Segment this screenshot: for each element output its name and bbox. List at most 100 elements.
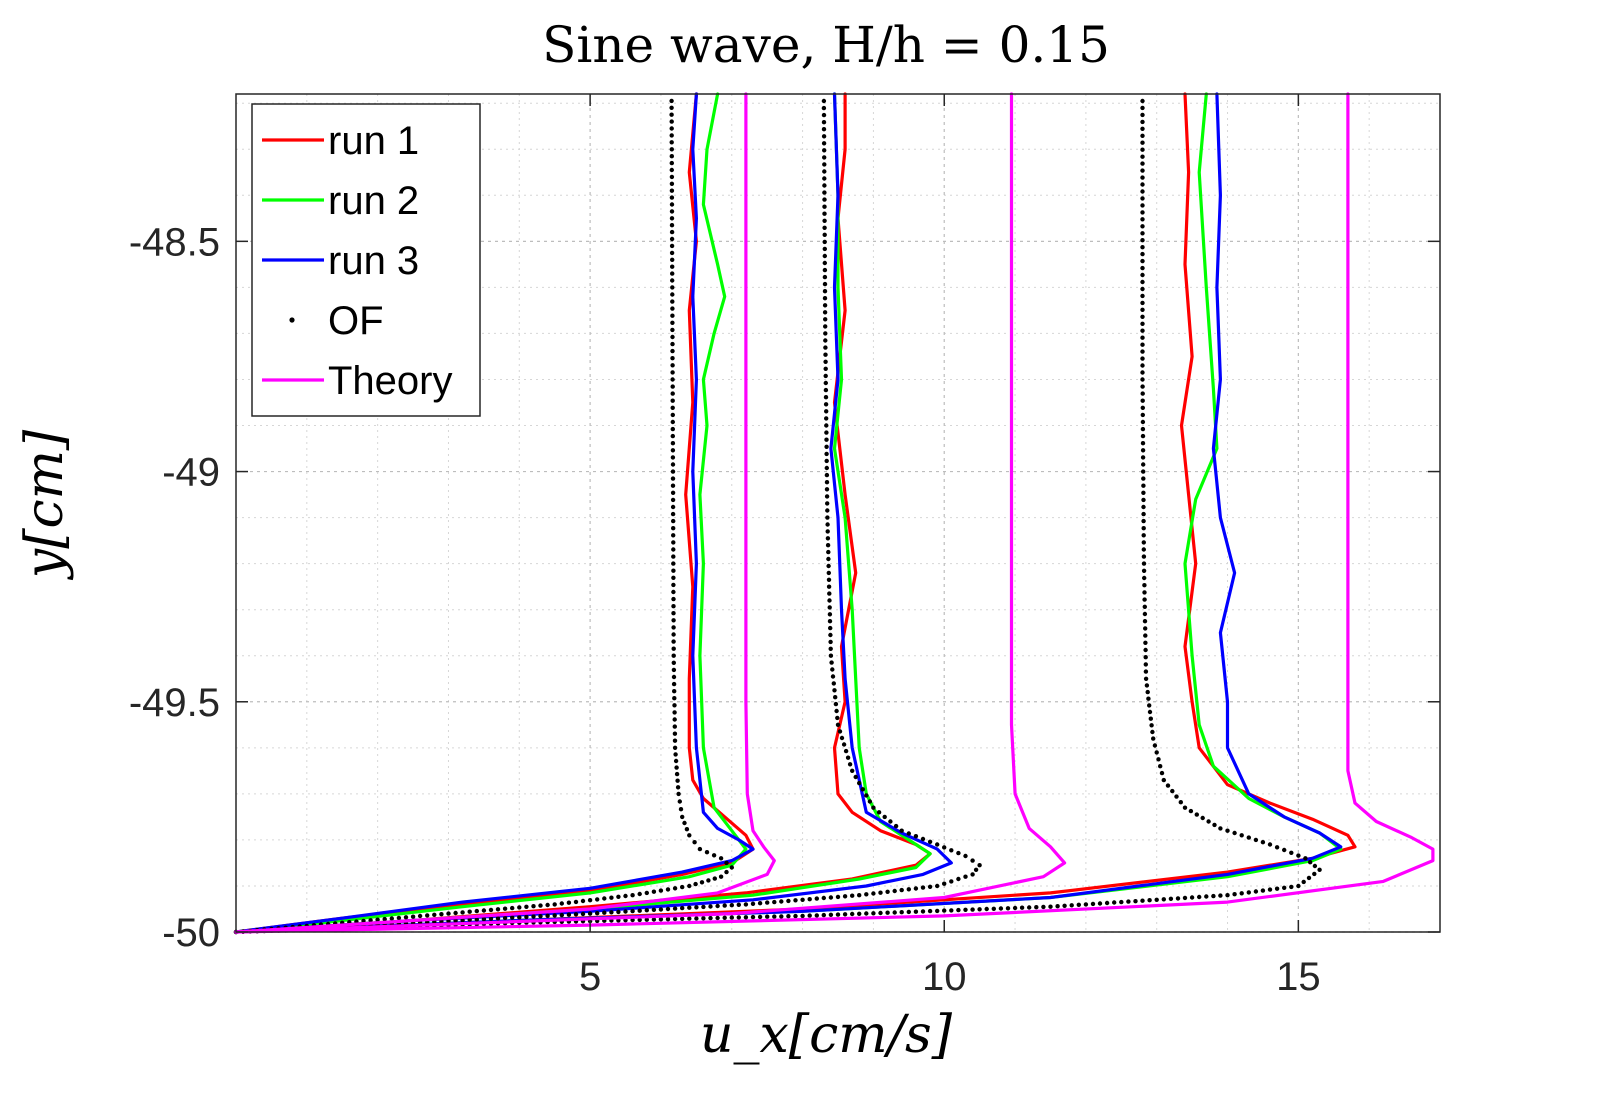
data-point-of [672, 906, 678, 911]
data-point-of [488, 907, 494, 913]
data-point-of [822, 239, 827, 245]
data-point-of [670, 356, 675, 361]
data-point-of [1274, 845, 1280, 850]
data-point-of [1218, 893, 1223, 898]
data-point-of [665, 917, 671, 922]
data-point-of [559, 912, 564, 918]
data-point-of [970, 907, 975, 912]
data-point-of [920, 909, 926, 914]
data-point-of [669, 167, 674, 173]
data-point-of [1140, 307, 1145, 312]
x-axis-label: u_x[cm/s] [700, 1005, 953, 1065]
data-point-of [1140, 251, 1145, 257]
data-point-of [1141, 554, 1147, 559]
data-point-of [510, 905, 515, 911]
data-point-of [672, 703, 677, 708]
data-point-of [821, 141, 827, 146]
data-point-of [1296, 883, 1301, 889]
data-point-of [669, 223, 675, 228]
legend-label-run-2: run 2 [328, 179, 419, 223]
data-point-of [672, 717, 677, 722]
data-point-of [616, 909, 621, 915]
data-point-of [670, 370, 675, 375]
data-point-of [670, 320, 675, 325]
data-point-of [474, 917, 479, 922]
data-point-of [718, 856, 724, 861]
data-point-of [538, 914, 543, 919]
axes-box [235, 93, 1441, 933]
data-point-of [669, 236, 675, 242]
data-point-of [822, 274, 828, 280]
data-point-of [671, 639, 676, 644]
data-point-of [670, 405, 675, 410]
data-point-of [821, 105, 827, 111]
data-point-of [827, 612, 833, 617]
data-point-of [1152, 743, 1158, 748]
data-point-of [823, 395, 829, 400]
data-point-of [1142, 575, 1147, 581]
data-point-of [823, 345, 828, 350]
x-tick-label: 15 [1276, 955, 1321, 999]
data-point-of [729, 915, 734, 920]
data-point-of [857, 911, 862, 916]
data-point-of [669, 195, 675, 200]
data-point-of [830, 674, 836, 679]
data-point-of [1104, 900, 1110, 906]
data-point-of [671, 554, 676, 559]
data-point-of [1140, 154, 1145, 159]
data-point-of [827, 619, 833, 624]
data-point-of [822, 296, 828, 301]
data-point-of [670, 377, 675, 382]
data-point-of [984, 906, 989, 912]
data-point-of [850, 911, 855, 917]
data-point-of [1142, 619, 1148, 624]
data-point-of [843, 748, 849, 754]
data-point-of [1225, 828, 1230, 833]
data-point-of [670, 483, 676, 488]
data-point-of [842, 894, 848, 899]
data-point-of [1140, 441, 1146, 446]
data-point-of [712, 876, 717, 881]
data-point-of [1143, 662, 1149, 667]
data-point-of [821, 112, 827, 118]
data-point-of [864, 911, 869, 916]
data-point-of [1142, 611, 1148, 617]
data-point-of [671, 653, 676, 658]
data-point-of [502, 915, 508, 921]
data-point-of [1141, 497, 1146, 503]
data-point-of [670, 511, 676, 517]
data-point-of [669, 243, 675, 249]
data-point-of [814, 913, 819, 918]
data-point-of [1140, 112, 1145, 118]
data-point-of [822, 310, 828, 315]
data-point-of [906, 909, 911, 915]
data-point-of [1246, 835, 1252, 840]
data-point-of [864, 793, 869, 798]
data-point-of [1069, 903, 1074, 908]
data-point-of [1141, 462, 1146, 467]
data-point-of [1141, 476, 1146, 481]
data-point-of [1140, 433, 1146, 439]
data-point-of [403, 915, 409, 920]
data-point-of [1253, 837, 1259, 843]
data-point-of [671, 674, 677, 680]
data-point-of [824, 458, 829, 464]
data-point-of [671, 575, 676, 580]
data-point-of [793, 913, 798, 919]
data-point-of [779, 899, 784, 904]
data-point-of [1239, 833, 1244, 838]
data-point-of [823, 338, 828, 343]
data-point-of [913, 909, 919, 914]
data-point-of [824, 494, 830, 499]
data-point-of [552, 913, 557, 918]
data-point-of [1140, 147, 1145, 152]
data-point-of [1212, 822, 1217, 828]
data-point-of [824, 487, 830, 492]
data-point-of [807, 897, 812, 902]
legend-label-of: OF [328, 299, 384, 343]
data-point-of [678, 807, 684, 812]
data-point-of [680, 916, 685, 921]
data-point-of [671, 625, 676, 630]
data-point-of [1232, 830, 1237, 836]
data-point-of [670, 278, 675, 283]
